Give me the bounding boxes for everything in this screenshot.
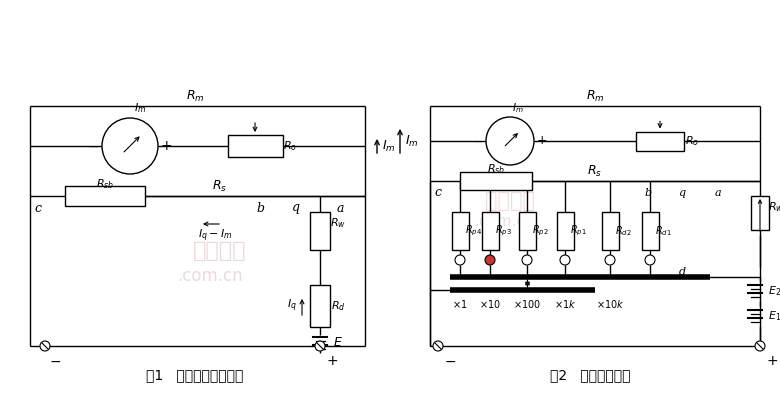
Circle shape bbox=[102, 118, 158, 174]
Text: a: a bbox=[714, 188, 722, 198]
Text: $E$: $E$ bbox=[333, 337, 343, 350]
Text: $+$: $+$ bbox=[536, 135, 548, 147]
Circle shape bbox=[40, 341, 50, 351]
Text: c: c bbox=[34, 202, 41, 215]
Bar bbox=[310, 212, 330, 250]
Text: b: b bbox=[644, 188, 651, 198]
Bar bbox=[636, 131, 684, 150]
Circle shape bbox=[433, 341, 443, 351]
Text: $+$: $+$ bbox=[766, 354, 778, 368]
Text: $+$: $+$ bbox=[326, 354, 338, 368]
Text: 图1   电阻测量调零电路: 图1 电阻测量调零电路 bbox=[147, 368, 243, 382]
Text: $\times 10$: $\times 10$ bbox=[479, 298, 501, 310]
Text: $R_{p2}$: $R_{p2}$ bbox=[532, 224, 549, 238]
Text: $R_w$: $R_w$ bbox=[768, 200, 780, 214]
Text: .com.cn: .com.cn bbox=[475, 213, 535, 228]
Text: $I_m$: $I_m$ bbox=[134, 101, 146, 115]
Text: $R_o$: $R_o$ bbox=[283, 139, 297, 153]
Circle shape bbox=[486, 117, 534, 165]
Text: 电子产品: 电子产品 bbox=[193, 241, 246, 261]
Text: $\times 10k$: $\times 10k$ bbox=[596, 298, 624, 310]
Circle shape bbox=[315, 341, 325, 351]
Text: $R_{p3}$: $R_{p3}$ bbox=[495, 224, 512, 238]
Bar bbox=[519, 212, 536, 250]
Text: c: c bbox=[434, 187, 441, 200]
Circle shape bbox=[455, 255, 465, 265]
Bar bbox=[310, 285, 330, 327]
Text: $\times 1k$: $\times 1k$ bbox=[554, 298, 576, 310]
Text: .com.cn: .com.cn bbox=[177, 267, 243, 285]
Bar bbox=[228, 135, 282, 157]
Text: $E_1$: $E_1$ bbox=[768, 309, 780, 323]
Text: $I_q - I_m$: $I_q - I_m$ bbox=[198, 228, 232, 244]
Text: $-$: $-$ bbox=[87, 139, 99, 153]
Circle shape bbox=[522, 255, 532, 265]
Text: $I_m$: $I_m$ bbox=[405, 133, 419, 148]
Text: $R_m$: $R_m$ bbox=[186, 88, 204, 103]
Text: $-$: $-$ bbox=[444, 354, 456, 368]
Circle shape bbox=[605, 255, 615, 265]
Text: $\times 1$: $\times 1$ bbox=[452, 298, 468, 310]
Bar bbox=[65, 186, 145, 206]
Circle shape bbox=[755, 341, 765, 351]
Text: $+$: $+$ bbox=[160, 139, 172, 153]
Text: $R_{sb}$: $R_{sb}$ bbox=[96, 177, 114, 191]
Text: a: a bbox=[336, 202, 344, 215]
Bar bbox=[460, 172, 532, 190]
Bar bbox=[481, 212, 498, 250]
Text: $I_m$: $I_m$ bbox=[512, 101, 524, 115]
Text: $R_d$: $R_d$ bbox=[331, 299, 346, 313]
Text: $R_{d1}$: $R_{d1}$ bbox=[655, 224, 672, 238]
Text: $I_q$: $I_q$ bbox=[287, 298, 297, 314]
Text: $R_s$: $R_s$ bbox=[587, 164, 602, 179]
Text: $I_m$: $I_m$ bbox=[382, 139, 395, 154]
Bar bbox=[452, 212, 469, 250]
Bar bbox=[751, 196, 769, 230]
Text: $R_{d2}$: $R_{d2}$ bbox=[615, 224, 632, 238]
Text: $R_{p1}$: $R_{p1}$ bbox=[570, 224, 587, 238]
Text: q: q bbox=[679, 188, 686, 198]
Text: $R_s$: $R_s$ bbox=[212, 179, 228, 194]
Bar bbox=[556, 212, 573, 250]
Text: $-$: $-$ bbox=[472, 135, 483, 147]
Circle shape bbox=[560, 255, 570, 265]
Text: b: b bbox=[256, 202, 264, 215]
Text: 电子产品: 电子产品 bbox=[485, 191, 535, 211]
Bar bbox=[641, 212, 658, 250]
Text: $R_{sb}$: $R_{sb}$ bbox=[487, 162, 505, 176]
Text: $R_o$: $R_o$ bbox=[685, 134, 699, 148]
Text: $R_m$: $R_m$ bbox=[586, 88, 604, 103]
Text: $R_{p4}$: $R_{p4}$ bbox=[465, 224, 482, 238]
Bar bbox=[601, 212, 619, 250]
Text: $-$: $-$ bbox=[49, 354, 61, 368]
Text: $R_w$: $R_w$ bbox=[330, 216, 346, 230]
Text: 图2   电阻测量电路: 图2 电阻测量电路 bbox=[550, 368, 630, 382]
Text: $\times 100$: $\times 100$ bbox=[513, 298, 541, 310]
Text: $E_2$: $E_2$ bbox=[768, 284, 780, 298]
Circle shape bbox=[645, 255, 655, 265]
Text: d: d bbox=[679, 267, 686, 277]
Circle shape bbox=[485, 255, 495, 265]
Text: q: q bbox=[292, 202, 300, 215]
